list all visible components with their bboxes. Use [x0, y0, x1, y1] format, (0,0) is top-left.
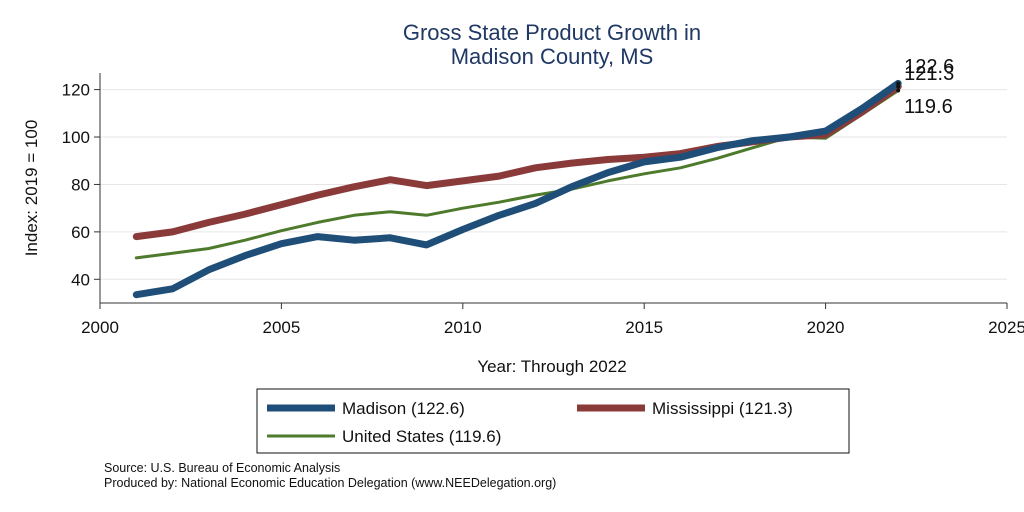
- legend-label: Mississippi (121.3): [652, 399, 793, 418]
- y-tick-label: 100: [62, 128, 90, 147]
- series-line-mississippi: [132, 83, 902, 241]
- y-axis-label: Index: 2019 = 100: [22, 120, 41, 257]
- produced-by-note: Produced by: National Economic Education…: [104, 476, 557, 490]
- x-tick-label: 2005: [262, 318, 300, 337]
- y-tick-label: 120: [62, 81, 90, 100]
- x-tick-label: 2025: [988, 318, 1024, 337]
- x-tick-label: 2010: [444, 318, 482, 337]
- series-line-madison: [132, 79, 902, 299]
- source-note: Source: U.S. Bureau of Economic Analysis: [104, 461, 341, 475]
- x-axis-label: Year: Through 2022: [477, 357, 626, 376]
- end-value-label: 119.6: [904, 96, 953, 118]
- y-tick-label: 80: [71, 175, 90, 194]
- chart-title-line: Gross State Product Growth in: [403, 20, 701, 45]
- end-point-marker: [896, 84, 901, 89]
- legend-box: [256, 388, 850, 454]
- y-tick-label: 40: [71, 270, 90, 289]
- legend-label: United States (119.6): [342, 427, 501, 446]
- x-tick-label: 2000: [81, 318, 119, 337]
- end-value-label: 122.6: [904, 56, 954, 78]
- end-point-marker: [896, 81, 901, 86]
- end-value-label: 121.3: [904, 63, 954, 85]
- chart-title-line: Madison County, MS: [451, 44, 654, 69]
- y-tick-label: 60: [71, 223, 90, 242]
- end-point-marker: [896, 88, 901, 93]
- x-tick-label: 2015: [625, 318, 663, 337]
- legend-label: Madison (122.6): [342, 399, 465, 418]
- x-tick-label: 2020: [807, 318, 845, 337]
